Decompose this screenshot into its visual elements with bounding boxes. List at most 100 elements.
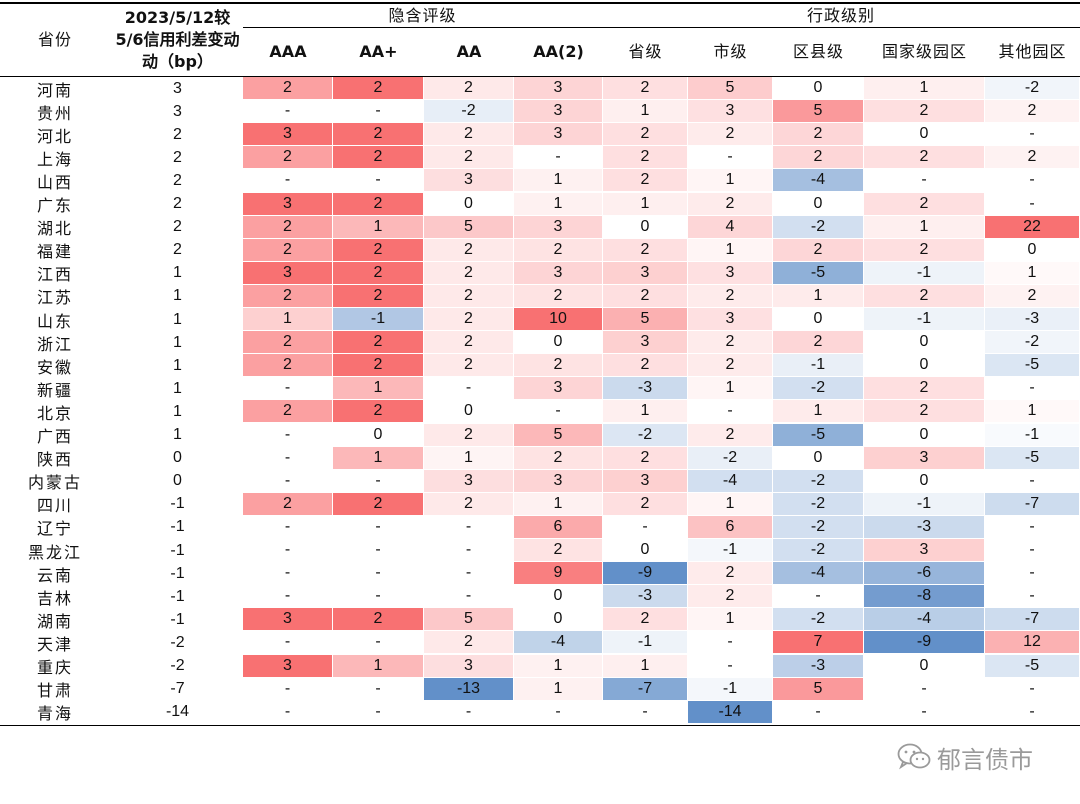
heatmap-cell: 2 <box>333 192 423 215</box>
heatmap-cell: 12 <box>985 631 1079 654</box>
province-label: 辽宁 <box>36 519 73 539</box>
heatmap-cell: - <box>284 471 291 489</box>
change-value: 1 <box>173 402 182 420</box>
change-value: 1 <box>173 333 182 351</box>
change-value: 2 <box>173 218 182 236</box>
heatmap-cell: -5 <box>985 446 1079 469</box>
heatmap-cell: - <box>284 102 291 120</box>
heatmap-cell: 3 <box>514 469 602 492</box>
change-value: -1 <box>170 564 185 582</box>
heatmap-cell: 2 <box>603 169 687 192</box>
heatmap-cell: - <box>284 679 291 697</box>
heatmap-cell: 3 <box>688 261 772 284</box>
change-value: 1 <box>173 379 182 397</box>
heatmap-cell: 3 <box>688 100 772 123</box>
change-value: 1 <box>173 310 182 328</box>
change-value: 2 <box>173 171 182 189</box>
header-change-line-1: 2023/5/12较 <box>124 8 231 27</box>
heatmap-cell: - <box>284 425 291 443</box>
heatmap-cell: 3 <box>514 123 602 146</box>
heatmap-cell: 3 <box>864 446 984 469</box>
bottom-rule <box>0 725 1080 726</box>
province-label: 云南 <box>36 565 73 585</box>
province-label: 黑龙江 <box>27 542 82 562</box>
heatmap-cell: 2 <box>603 123 687 146</box>
heatmap-cell: 2 <box>333 261 423 284</box>
heatmap-cell: 2 <box>333 354 423 377</box>
heatmap-cell: 0 <box>919 333 929 351</box>
heatmap-cell: -3 <box>985 308 1079 331</box>
heatmap-cell: -1 <box>773 354 863 377</box>
change-value: 0 <box>173 449 182 467</box>
heatmap-cell: 10 <box>514 308 602 331</box>
column-header: 省级 <box>628 42 663 61</box>
heatmap-cell: 1 <box>864 77 984 100</box>
heatmap-cell: - <box>465 702 472 720</box>
heatmap-cell: 3 <box>603 261 687 284</box>
heatmap-cell: - <box>465 564 472 582</box>
heatmap-cell: -9 <box>864 631 984 654</box>
heatmap-cell: -4 <box>864 608 984 631</box>
heatmap-cell: 2 <box>864 377 984 400</box>
heatmap-cell: - <box>375 102 381 120</box>
heatmap-cell: 1 <box>773 400 863 423</box>
heatmap-cell: 2 <box>688 284 772 307</box>
heatmap-cell: -2 <box>424 100 513 123</box>
province-label: 上海 <box>36 149 73 169</box>
province-label: 河北 <box>36 126 73 146</box>
heatmap-cell: -4 <box>514 631 602 654</box>
heatmap-cell: 2 <box>688 123 772 146</box>
heatmap-cell: 0 <box>919 471 929 489</box>
heatmap-cell: - <box>284 379 291 397</box>
heatmap-cell: - <box>555 702 561 720</box>
change-value: 3 <box>173 79 182 97</box>
province-label: 江苏 <box>36 288 73 308</box>
heatmap-cell: 2 <box>985 146 1079 169</box>
heatmap-cell: 0 <box>640 217 650 235</box>
heatmap-cell: 2 <box>688 423 772 446</box>
heatmap-cell: 1 <box>333 215 423 238</box>
heatmap-cell: 3 <box>864 539 984 562</box>
heatmap-cell: 6 <box>514 515 602 538</box>
change-value: -14 <box>165 703 190 721</box>
heatmap-cell: 2 <box>688 585 772 608</box>
heatmap-cell: 2 <box>773 331 863 354</box>
column-header: 市级 <box>713 42 748 61</box>
heatmap-cell: 1 <box>514 169 602 192</box>
heatmap-cell: 0 <box>813 448 823 466</box>
heatmap-cell: 2 <box>603 284 687 307</box>
heatmap-cell: 1 <box>864 215 984 238</box>
province-label: 湖南 <box>36 611 73 631</box>
province-label: 重庆 <box>36 658 73 678</box>
heatmap-cell: 3 <box>424 469 513 492</box>
heatmap-cell: -9 <box>603 562 687 585</box>
heatmap-cell: -3 <box>603 585 687 608</box>
heatmap-cell: 2 <box>773 123 863 146</box>
heatmap-cell: 2 <box>424 423 513 446</box>
heatmap-cell: 2 <box>424 284 513 307</box>
heatmap-cell: - <box>1029 564 1035 582</box>
heatmap-cell: 5 <box>773 677 863 700</box>
header-change-line-3: 动（bp） <box>142 52 213 71</box>
heatmap-cell: 2 <box>514 354 602 377</box>
province-label: 新疆 <box>36 380 73 400</box>
change-value: 3 <box>173 102 182 120</box>
heatmap-cell: 1 <box>688 608 772 631</box>
heatmap-cell: 7 <box>773 631 863 654</box>
heatmap-cell: - <box>727 402 733 420</box>
heatmap-cell: - <box>1029 194 1035 212</box>
heatmap-cell: - <box>375 541 381 559</box>
heatmap-cell: - <box>375 517 381 535</box>
province-label: 北京 <box>36 403 73 423</box>
province-label: 青海 <box>36 704 73 724</box>
heatmap-cell: - <box>284 564 291 582</box>
heatmap-cell: -2 <box>773 377 863 400</box>
heatmap-cell: -1 <box>688 539 772 562</box>
heatmap-cell: 2 <box>424 238 513 261</box>
heatmap-cell: 5 <box>424 215 513 238</box>
heatmap-cell: - <box>815 587 821 605</box>
heatmap-cell: 2 <box>243 146 332 169</box>
province-label: 贵州 <box>36 103 73 123</box>
heatmap-cell: 3 <box>603 469 687 492</box>
heatmap-cell: - <box>375 564 381 582</box>
